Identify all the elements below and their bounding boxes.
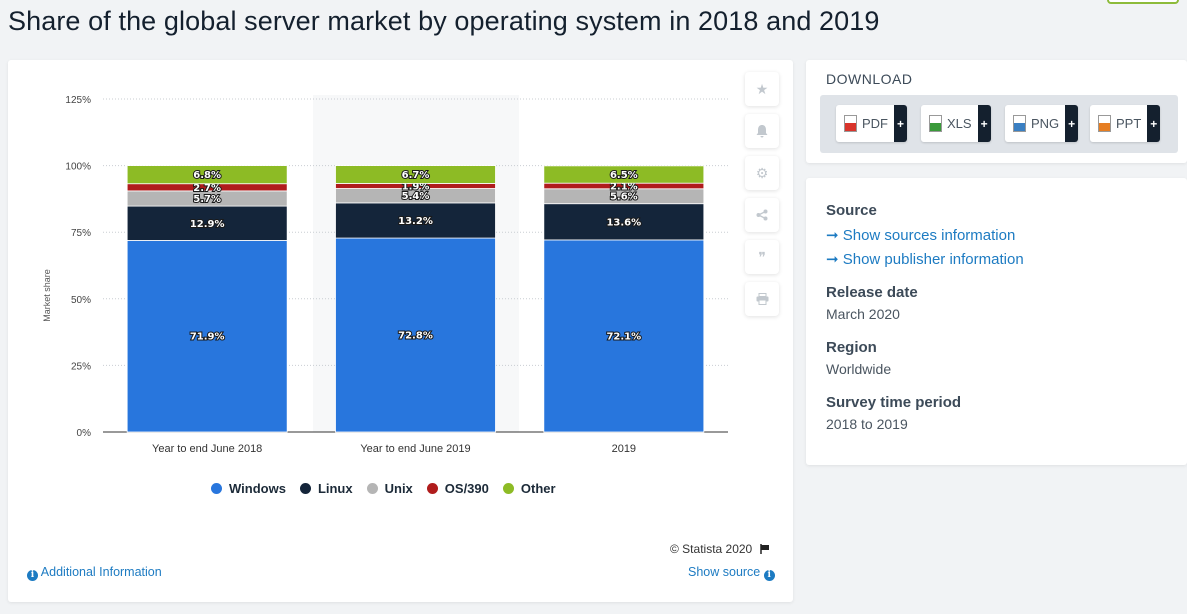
download-title: DOWNLOAD	[826, 71, 913, 87]
y-tick-label: 25%	[71, 361, 91, 372]
download-bar: PDF + XLS + PNG + PPT +	[820, 95, 1178, 153]
y-tick-label: 100%	[65, 162, 91, 173]
legend-label: Other	[520, 481, 556, 496]
ppt-label: PPT	[1116, 116, 1142, 131]
details-panel: Source ➞ Show sources information ➞ Show…	[806, 178, 1187, 465]
y-tick-label: 0%	[77, 428, 92, 439]
legend-item-other[interactable]: Other	[502, 481, 556, 496]
data-label: 72.8%	[398, 331, 433, 342]
legend-label: Linux	[317, 481, 353, 496]
data-label: 5.4%	[402, 191, 430, 202]
ppt-file-icon	[1098, 115, 1111, 132]
data-label: 13.2%	[398, 216, 433, 227]
show-sources-link[interactable]: ➞ Show sources information	[826, 227, 1016, 244]
bar-other-1	[335, 165, 496, 184]
additional-information-link[interactable]: i Additional Information	[27, 565, 162, 581]
bar-linux-2	[543, 203, 705, 241]
legend-label: Windows	[229, 481, 286, 496]
data-label: 5.7%	[193, 194, 221, 205]
download-ppt-button[interactable]: PPT +	[1090, 105, 1161, 142]
plus-icon: +	[977, 105, 991, 142]
release-date-label: Release date	[826, 284, 918, 301]
plus-icon: +	[894, 105, 907, 142]
data-label: 72.1%	[606, 331, 641, 342]
x-tick-label: 2019	[612, 443, 636, 455]
data-label: 2.1%	[610, 181, 638, 192]
bar-windows-0	[126, 240, 288, 433]
legend-label: Unix	[384, 481, 413, 496]
y-axis-label: Market share	[42, 269, 52, 322]
copyright: © Statista 2020	[670, 542, 770, 556]
share-icon[interactable]	[745, 198, 779, 232]
data-label: 13.6%	[606, 217, 641, 228]
legend-item-os390[interactable]: OS/390	[426, 481, 489, 496]
data-label: 71.9%	[190, 332, 225, 343]
survey-period-label: Survey time period	[826, 394, 962, 411]
xls-file-icon	[929, 115, 942, 132]
legend-marker	[502, 483, 514, 494]
png-file-icon	[1013, 115, 1026, 132]
region-label: Region	[826, 339, 877, 356]
bar-other-0	[126, 165, 288, 185]
chart-card: 0% 25% 50% 75% 100% 125% Market share 71.9% 12.9…	[8, 60, 793, 602]
legend-item-windows[interactable]: Windows	[211, 481, 286, 496]
bar-windows-1	[335, 237, 496, 433]
data-label: 6.7%	[402, 170, 430, 181]
x-tick-label: Year to end June 2018	[152, 443, 262, 455]
legend-marker	[211, 483, 222, 494]
download-panel: DOWNLOAD PDF + XLS + PNG + PPT +	[806, 60, 1187, 163]
flag-icon[interactable]	[759, 544, 770, 554]
bell-icon[interactable]	[745, 114, 779, 148]
bar-other-2	[543, 165, 705, 184]
info-icon: i	[763, 569, 775, 581]
top-right-button[interactable]	[1107, 0, 1179, 4]
legend-marker	[299, 483, 311, 494]
info-icon: i	[27, 569, 38, 581]
legend-item-unix[interactable]: Unix	[366, 481, 413, 496]
additional-info-label: Additional Information	[40, 565, 162, 579]
y-tick-label: 75%	[71, 228, 91, 239]
bar-linux-1	[335, 202, 496, 239]
gear-icon[interactable]: ⚙	[745, 156, 779, 190]
bar-windows-2	[543, 239, 705, 433]
data-label: 6.5%	[610, 170, 638, 181]
download-xls-button[interactable]: XLS +	[921, 105, 991, 142]
chart-legend: Windows Linux Unix OS/390 Other	[211, 481, 556, 496]
legend-marker	[366, 483, 378, 494]
copyright-text: © Statista 2020	[670, 542, 753, 556]
data-label: 2.7%	[193, 183, 221, 194]
survey-period-value: 2018 to 2019	[826, 416, 908, 432]
page-title: Share of the global server market by ope…	[8, 6, 880, 36]
y-tick-label: 50%	[71, 295, 91, 306]
source-label: Source	[826, 202, 877, 219]
plus-icon: +	[1147, 105, 1161, 142]
star-icon[interactable]: ★	[745, 72, 779, 106]
data-label: 5.6%	[610, 192, 638, 203]
legend-item-linux[interactable]: Linux	[299, 481, 353, 496]
show-source-link[interactable]: Show source i	[688, 565, 775, 581]
pdf-label: PDF	[862, 116, 888, 131]
show-source-label: Show source	[688, 565, 761, 579]
legend-marker	[426, 483, 438, 494]
plus-icon: +	[1065, 105, 1079, 142]
xls-label: XLS	[947, 116, 972, 131]
print-icon[interactable]	[745, 282, 779, 316]
chart: 0% 25% 50% 75% 100% 125% Market share 71.9% 12.9…	[42, 95, 728, 455]
download-png-button[interactable]: PNG +	[1005, 105, 1079, 142]
legend-label: OS/390	[444, 481, 489, 496]
show-publisher-link[interactable]: ➞ Show publisher information	[826, 251, 1024, 268]
pdf-file-icon	[844, 115, 857, 132]
data-label: 6.8%	[193, 170, 221, 181]
region-value: Worldwide	[826, 361, 892, 377]
quote-icon[interactable]: ❞	[745, 240, 779, 274]
release-date-value: March 2020	[826, 306, 900, 322]
y-tick-label: 125%	[65, 95, 91, 106]
download-pdf-button[interactable]: PDF +	[836, 105, 907, 142]
png-label: PNG	[1031, 116, 1060, 131]
data-label: 12.9%	[190, 219, 225, 230]
x-tick-label: Year to end June 2019	[360, 443, 470, 455]
